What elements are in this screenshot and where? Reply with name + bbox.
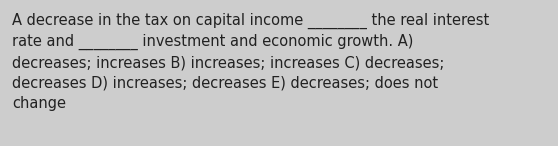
Text: A decrease in the tax on capital income ________ the real interest
rate and ____: A decrease in the tax on capital income … [12,13,489,111]
